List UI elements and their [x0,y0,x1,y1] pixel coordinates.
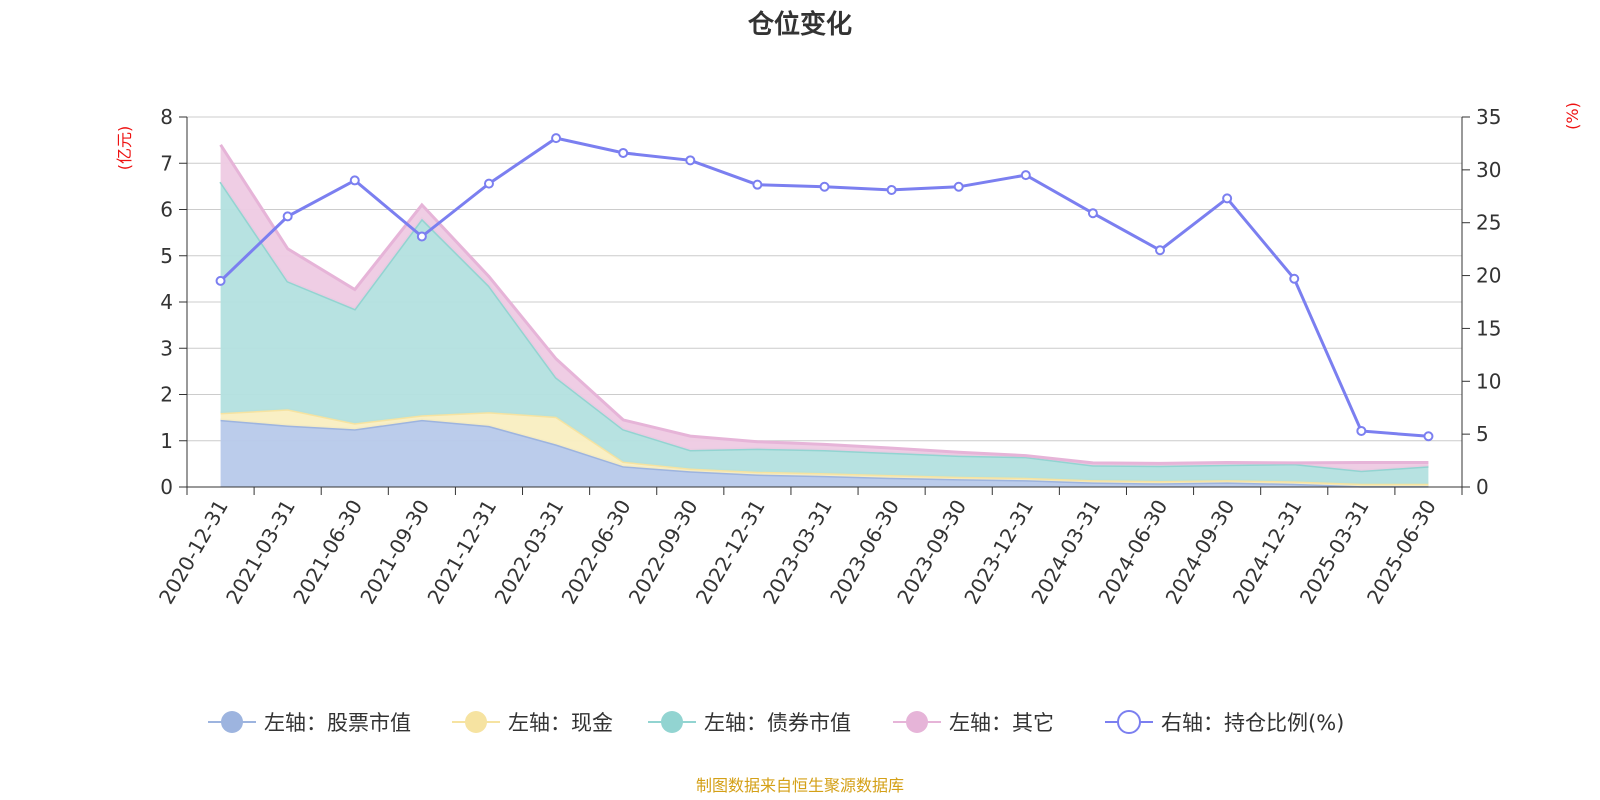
right-tick-label: 30 [1476,158,1501,182]
left-tick-label: 6 [160,198,173,222]
left-tick-label: 0 [160,475,173,499]
ratio-point [618,147,629,158]
right-tick-label: 0 [1476,475,1489,499]
legend-label: 左轴：股票市值 [264,711,411,735]
left-tick-label: 8 [160,105,173,129]
legend-label: 右轴：持仓比例(%) [1161,711,1344,735]
x-tick-label: 2022-03-31 [490,496,569,609]
legend-swatch-marker [906,711,928,733]
ratio-point [483,178,494,189]
ratio-point [819,181,830,192]
ratio-point [886,184,897,195]
ratio-point [1155,245,1166,256]
right-tick-label: 10 [1476,369,1501,393]
x-tick-label: 2025-03-31 [1295,496,1374,609]
x-tick-label: 2025-06-30 [1362,496,1441,609]
legend: 左轴：股票市值 左轴：现金 左轴：债券市值 左轴：其它 右轴：持仓比例(%) [208,710,1344,735]
legend-label: 左轴：现金 [508,711,613,735]
stacked-areas [219,143,1429,488]
ratio-point [953,181,964,192]
ratio-point [282,211,293,222]
x-tick-label: 2023-03-31 [758,496,837,609]
left-tick-label: 2 [160,383,173,407]
source-note: 制图数据来自恒生聚源数据库 [696,776,904,795]
right-axis-unit: (%) [1563,102,1582,130]
x-tick-label: 2024-06-30 [1093,496,1172,609]
area-92d4d1 [220,181,1429,484]
legend-label: 左轴：其它 [949,711,1054,735]
area-edge-e6b4d8 [219,143,1429,465]
left-tick-label: 4 [160,290,173,314]
ratio-point [1356,425,1367,436]
right-tick-label: 25 [1476,211,1501,235]
x-tick-label: 2021-12-31 [422,496,501,609]
x-tick-label: 2024-12-31 [1228,496,1307,609]
ratio-point [215,275,226,286]
legend-swatch-marker [221,711,243,733]
ratio-point [1289,273,1300,284]
ratio-line-series [215,133,1434,442]
x-tick-label: 2020-12-31 [154,496,233,609]
x-tick-label: 2022-06-30 [557,496,636,609]
area-f6e3a1 [220,409,1429,487]
ratio-point [1087,208,1098,219]
x-tick-label: 2024-09-30 [1161,496,1240,609]
x-tick-label: 2022-09-30 [624,496,703,609]
x-tick-label: 2021-09-30 [355,496,434,609]
x-tick-label: 2022-12-31 [691,496,770,609]
left-axis-unit: (亿元) [115,126,134,171]
x-tick-label: 2023-12-31 [959,496,1038,609]
ratio-point [349,175,360,186]
ratio-point [1423,431,1434,442]
chart-title: 仓位变化 [747,9,852,40]
left-tick-label: 3 [160,336,173,360]
ratio-point [551,133,562,144]
right-tick-label: 5 [1476,422,1489,446]
legend-swatch-marker [1117,710,1141,734]
ratio-point [1222,193,1233,204]
right-tick-label: 15 [1476,316,1501,340]
x-tick-label: 2024-03-31 [1026,496,1105,609]
left-tick-label: 5 [160,244,173,268]
legend-swatch-marker [661,711,683,733]
legend-label: 左轴：债券市值 [704,711,851,735]
ratio-point [752,179,763,190]
x-tick-label: 2023-09-30 [892,495,971,608]
left-tick-label: 7 [160,151,173,175]
right-tick-label: 35 [1476,105,1501,129]
x-tick-label: 2023-06-30 [825,496,904,609]
x-tick-label: 2021-06-30 [288,496,367,609]
ratio-point [416,231,427,242]
legend-swatch-marker [465,711,487,733]
x-tick-label: 2021-03-31 [221,496,300,609]
ratio-point [685,155,696,166]
ratio-point [1020,170,1031,181]
right-tick-label: 20 [1476,264,1501,288]
left-tick-label: 1 [160,429,173,453]
